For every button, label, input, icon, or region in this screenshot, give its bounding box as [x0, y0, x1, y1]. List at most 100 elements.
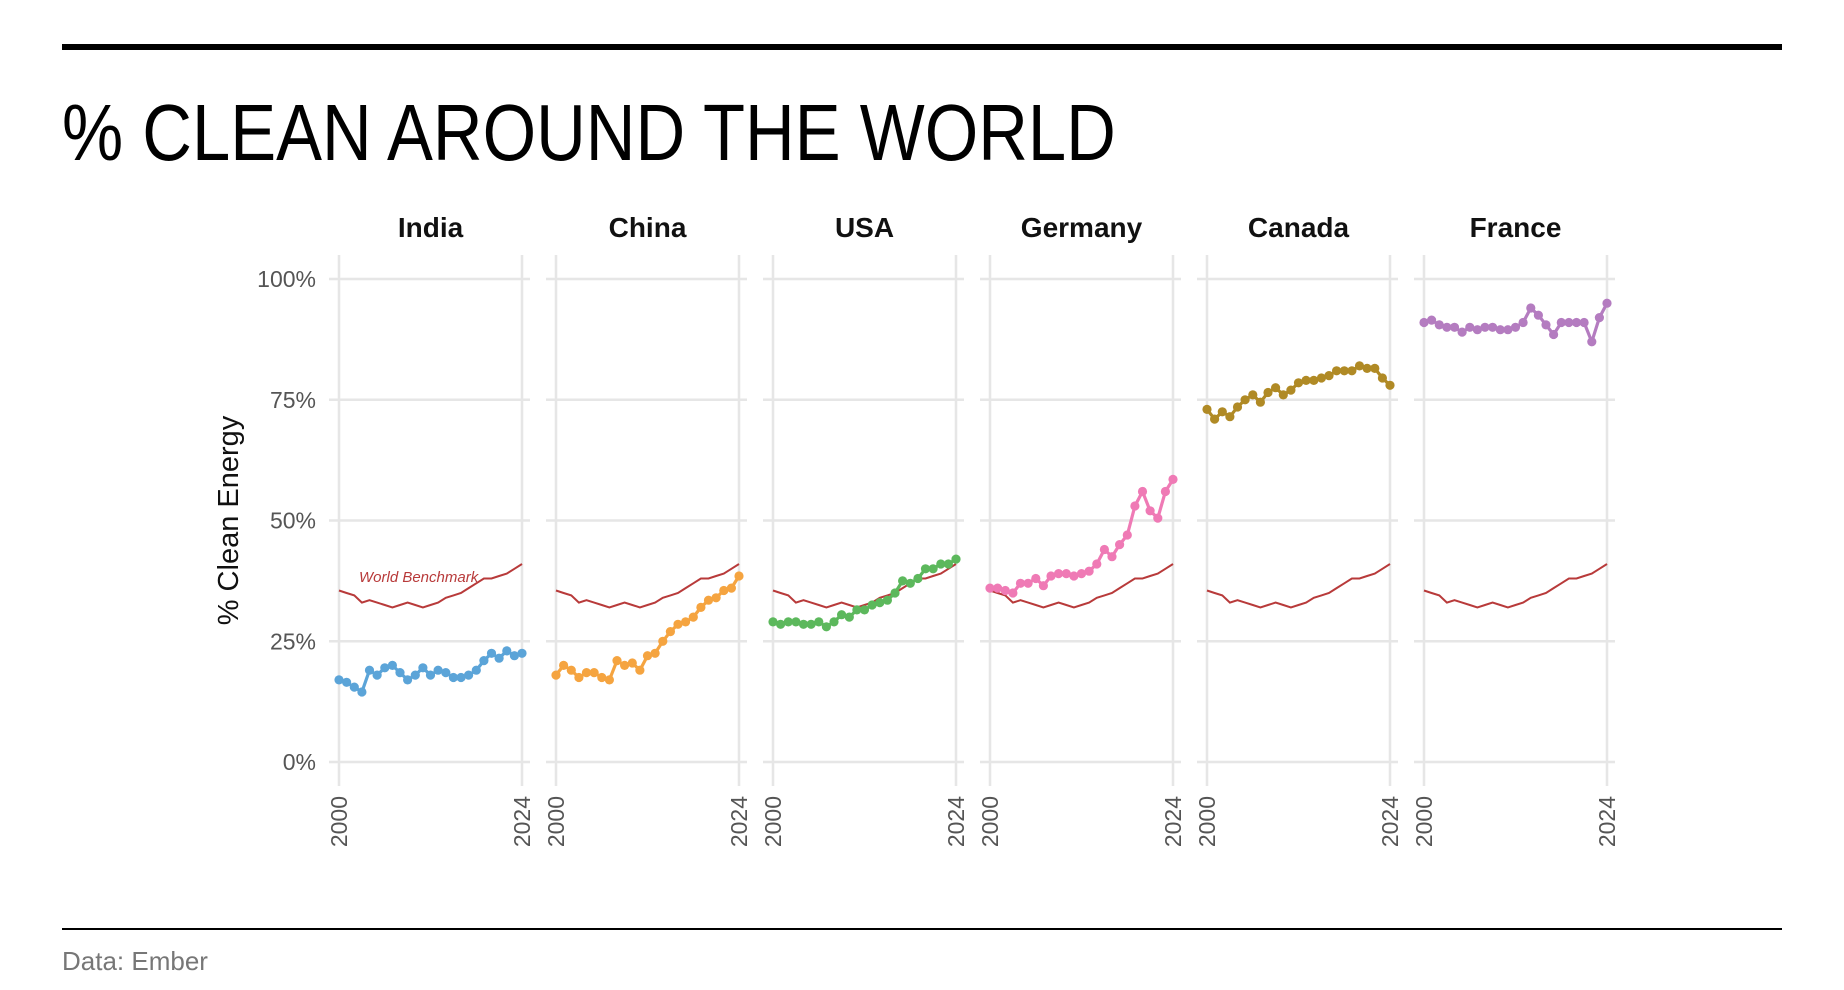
panel-title: Canada — [1248, 212, 1350, 243]
x-tick-label: 2000 — [1411, 796, 1437, 847]
data-point — [349, 682, 359, 692]
data-point — [418, 663, 428, 673]
data-point — [1217, 407, 1227, 417]
data-point — [696, 602, 706, 612]
data-point — [650, 648, 660, 658]
top-rule — [62, 44, 1782, 50]
data-point — [993, 583, 1003, 593]
data-point — [642, 651, 653, 661]
data-point — [1602, 298, 1612, 308]
data-point — [1137, 486, 1148, 497]
data-point — [1427, 315, 1437, 325]
data-point — [1587, 337, 1597, 347]
data-point — [913, 573, 923, 584]
data-point — [1549, 329, 1559, 340]
data-point — [1255, 397, 1265, 407]
y-tick-label: 50% — [270, 508, 316, 534]
bottom-rule — [62, 928, 1782, 930]
data-point — [581, 668, 592, 678]
data-point — [509, 651, 519, 661]
data-point — [658, 636, 668, 646]
data-point — [1232, 402, 1243, 412]
data-point — [837, 610, 847, 620]
data-point — [1457, 327, 1467, 337]
data-point — [703, 595, 714, 605]
data-point — [1362, 363, 1372, 373]
benchmark-line — [1423, 563, 1608, 609]
source-note: Data: Ember — [62, 946, 208, 976]
data-point — [711, 593, 721, 603]
data-point — [1556, 317, 1566, 328]
data-point — [1248, 390, 1258, 400]
data-point — [604, 675, 615, 685]
data-point — [806, 619, 816, 629]
data-point — [734, 571, 744, 581]
data-point — [1518, 317, 1528, 328]
benchmark-line — [338, 563, 523, 609]
data-point — [387, 660, 397, 670]
data-point — [1031, 573, 1041, 584]
data-point — [783, 617, 793, 627]
data-point — [890, 588, 900, 598]
data-point — [471, 665, 481, 675]
data-point — [1324, 371, 1334, 381]
benchmark-line — [1206, 563, 1391, 609]
data-point — [1038, 581, 1048, 591]
data-point — [1046, 571, 1056, 581]
y-tick-label: 25% — [270, 628, 316, 654]
data-point — [1510, 322, 1521, 332]
data-point — [829, 617, 839, 627]
data-point — [1309, 375, 1319, 385]
data-point — [448, 672, 458, 683]
y-tick-label: 0% — [283, 749, 316, 775]
data-point — [433, 665, 443, 675]
data-point — [441, 668, 451, 678]
data-point — [875, 598, 885, 608]
data-point — [1210, 414, 1220, 424]
x-tick-label: 2024 — [1594, 796, 1620, 847]
data-point — [673, 619, 683, 629]
data-point — [551, 670, 561, 680]
data-point — [798, 619, 809, 629]
data-point — [943, 559, 954, 569]
x-tick-label: 2024 — [1160, 796, 1186, 847]
data-point — [1160, 486, 1170, 497]
data-point — [395, 668, 405, 678]
data-point — [1015, 578, 1026, 588]
panel-title: France — [1470, 212, 1562, 243]
y-tick-label: 100% — [257, 266, 316, 292]
data-point — [844, 612, 854, 622]
data-point — [1271, 383, 1281, 393]
data-point — [559, 660, 569, 670]
benchmark-line — [989, 563, 1174, 609]
data-point — [1316, 373, 1326, 383]
data-point — [1449, 322, 1460, 332]
series-line — [1205, 364, 1392, 421]
data-point — [1008, 588, 1018, 598]
data-point — [1301, 375, 1311, 385]
x-tick-label: 2000 — [326, 796, 352, 847]
data-point — [1488, 322, 1498, 332]
data-point — [1370, 363, 1380, 373]
data-point — [1023, 578, 1033, 588]
data-point — [768, 617, 778, 627]
data-point — [852, 605, 862, 615]
benchmark-line — [772, 563, 957, 609]
data-point — [791, 617, 801, 627]
panel-title: China — [609, 212, 687, 243]
data-point — [776, 619, 786, 629]
x-tick-label: 2024 — [943, 796, 969, 847]
data-point — [1240, 395, 1250, 405]
benchmark-label: World Benchmark — [359, 569, 480, 586]
data-point — [898, 576, 908, 586]
data-point — [1054, 569, 1064, 579]
data-point — [1145, 506, 1155, 516]
data-point — [380, 663, 390, 673]
x-tick-label: 2000 — [760, 796, 786, 847]
data-point — [1495, 325, 1505, 335]
data-point — [1480, 322, 1490, 332]
data-point — [821, 622, 832, 632]
panel-title: Germany — [1021, 212, 1143, 243]
data-point — [1594, 313, 1604, 323]
data-point — [867, 600, 877, 610]
